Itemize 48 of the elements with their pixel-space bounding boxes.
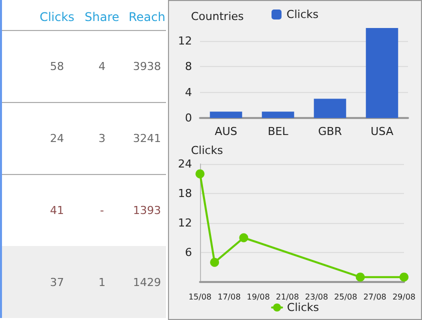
category-label: Share [84, 10, 120, 24]
point [239, 233, 248, 242]
x-tick-label: 15/08 [188, 292, 212, 302]
legend-label: Clicks [287, 301, 320, 314]
y-tick-label: 24 [178, 158, 192, 170]
text: 1 [98, 276, 106, 289]
point [210, 258, 220, 267]
text: 4 [98, 60, 106, 73]
x-tick-label: AUS [214, 125, 238, 138]
text: 1393 [132, 204, 162, 217]
x-tick-label: GBR [318, 125, 342, 138]
x-tick-label: 21/08 [276, 292, 299, 302]
y-tick-label: 0 [185, 112, 192, 124]
y-tick-label: 8 [185, 60, 192, 74]
point [400, 272, 408, 282]
bar [314, 98, 346, 118]
text: 3938 [132, 60, 162, 73]
x-tick-label: 17/08 [218, 292, 241, 302]
x-tick-label: USA [370, 125, 394, 138]
y-tick-label: 12 [178, 34, 192, 48]
bar [262, 112, 294, 118]
x-tick-label: 25/08 [334, 292, 358, 302]
text: 24 [49, 132, 65, 145]
category-label: Reach [128, 10, 166, 24]
bar [210, 112, 242, 118]
x-tick-label: 29/08 [392, 292, 416, 302]
y-tick-label: 12 [178, 216, 192, 230]
text: - [99, 204, 105, 217]
x-tick-label: BEL [268, 125, 290, 138]
chart-title: Clicks [191, 144, 224, 157]
legend-label: Clicks [286, 8, 319, 21]
category-label: Clicks [38, 10, 76, 24]
text: 3 [98, 132, 106, 145]
y-tick-label: 4 [185, 86, 192, 99]
point [196, 169, 204, 178]
text: 41 [49, 204, 65, 217]
text: 1429 [132, 276, 162, 289]
x-tick-label: 27/08 [363, 292, 386, 302]
y-tick-label: 6 [185, 246, 192, 259]
chart-title: Countries [191, 10, 244, 23]
bar [366, 28, 398, 118]
point [356, 272, 365, 282]
text: 3241 [132, 132, 162, 145]
text: 58 [49, 60, 65, 73]
y-tick-label: 18 [178, 187, 192, 200]
x-tick-label: 19/08 [246, 292, 270, 302]
text: 37 [49, 276, 65, 289]
x-tick-label: 23/08 [305, 292, 328, 302]
